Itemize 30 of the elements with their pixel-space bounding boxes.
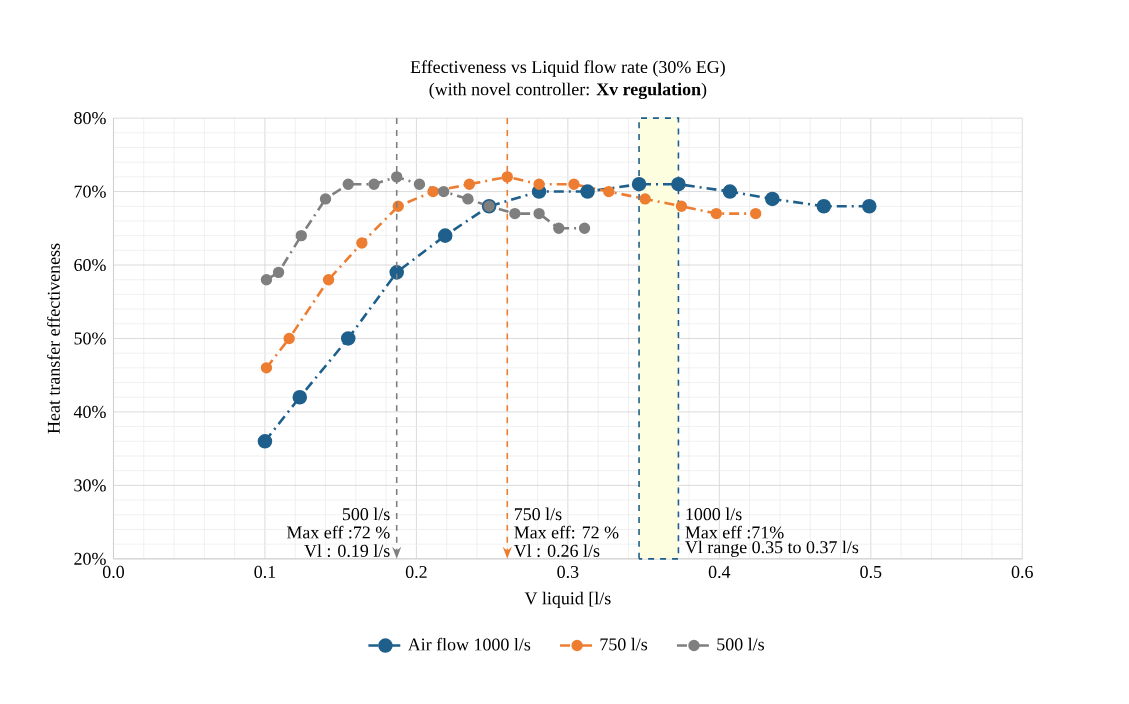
- x-tick-label: 0.2: [405, 566, 427, 579]
- y-tick-label: 30%: [74, 479, 106, 492]
- annotation: Vl : 0.26 l/s: [513, 544, 600, 558]
- y-tick-label: 60%: [74, 259, 106, 272]
- chart-title: Effectiveness vs Liquid flow rate (30% EG): [410, 60, 725, 77]
- annotation: Max eff: 72 %: [514, 525, 619, 539]
- x-tick-label: 0.5: [860, 566, 882, 579]
- y-tick-label: 50%: [74, 332, 106, 345]
- y-axis-title: Heat transfer effectiveness: [47, 243, 60, 434]
- x-tick-label: 0.3: [557, 566, 579, 579]
- annotation: 500 l/s: [342, 507, 390, 521]
- legend-label: 500 l/s: [717, 638, 765, 651]
- x-tick-label: 0.4: [708, 566, 731, 579]
- annotation: 1000 l/s: [686, 507, 742, 521]
- annotation: Vl : 0.19 l/s: [304, 544, 390, 558]
- x-tick-label: 0.0: [102, 566, 125, 579]
- x-tick-label: 0.1: [254, 566, 276, 579]
- y-tick-label: 40%: [73, 406, 106, 419]
- legend-label: Air flow 1000 l/s: [407, 637, 531, 651]
- chart-subtitle: (with novel controller: Xv regulation): [429, 82, 707, 100]
- annotation: Vl range 0.35 to 0.37 l/s: [685, 540, 859, 558]
- annotation: Max eff :72 %: [286, 525, 390, 539]
- x-tick-label: 0.6: [1011, 566, 1033, 579]
- y-tick-label: 20%: [74, 552, 106, 566]
- x-axis-title: V liquid [l/s: [524, 592, 611, 609]
- annotation: Max eff :71%: [685, 525, 784, 539]
- legend-label: 750 l/s: [600, 638, 648, 651]
- y-tick-label: 80%: [74, 112, 106, 125]
- annotation: 750 l/s: [514, 507, 562, 521]
- y-tick-label: 70%: [74, 185, 106, 198]
